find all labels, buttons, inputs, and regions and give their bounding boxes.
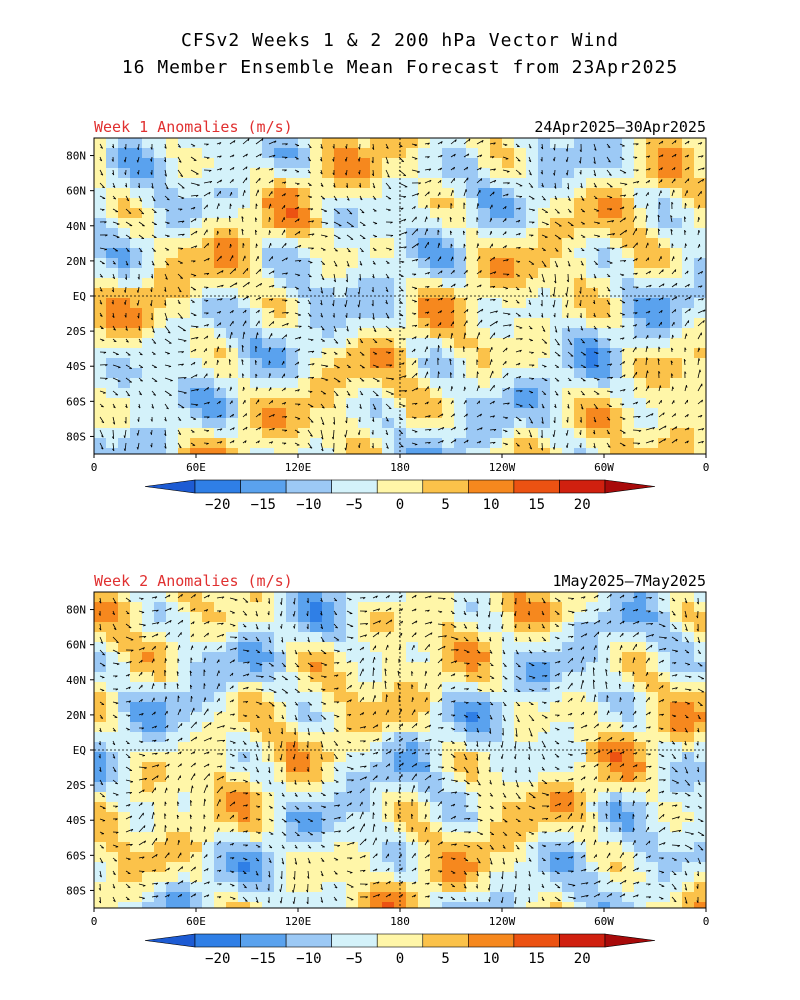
colorbar-segment (468, 933, 515, 948)
chart-subtitle: 16 Member Ensemble Mean Forecast from 23… (121, 57, 679, 78)
colorbar-label: 20 (574, 951, 591, 967)
lat-tick-label: EQ (73, 290, 86, 303)
lon-tick-label: 120E (285, 915, 312, 928)
lon-tick-label: 0 (91, 915, 98, 928)
colorbar-segment (331, 933, 378, 948)
map-panel-2: 80N 60N 40N 20N EQ 20S 40S 60S 80S 0 60E 120E 180 120… (66, 591, 710, 967)
lon-tick-label: 0 (703, 461, 710, 474)
colorbar-label: 5 (441, 951, 449, 967)
map-panel-1: 80N 60N 40N 20N EQ 20S 40S 60S 80S 0 60E 120E 180 120… (66, 137, 710, 513)
lat-tick-label: 20N (66, 255, 86, 268)
colorbar-label: 15 (528, 951, 545, 967)
colorbar-segment (285, 933, 332, 948)
lon-tick-label: 0 (703, 915, 710, 928)
colorbar-label: −10 (296, 497, 321, 513)
colorbar-label: 10 (483, 497, 500, 513)
lat-tick-label: 80N (66, 150, 86, 163)
colorbar-segment (422, 933, 469, 948)
colorbar-label: 5 (441, 497, 449, 513)
colorbar-label: −15 (251, 951, 276, 967)
lon-tick-label: 120W (489, 915, 516, 928)
colorbar-segment (513, 933, 560, 948)
colorbar-label: −15 (251, 497, 276, 513)
lat-tick-label: 80N (66, 604, 86, 617)
week1-panel-title: Week 1 Anomalies (m/s) (94, 118, 293, 136)
colorbar-label: −5 (346, 951, 363, 967)
colorbar-label: 15 (528, 497, 545, 513)
colorbar-label: 0 (396, 497, 404, 513)
lat-tick-label: 60S (66, 849, 86, 862)
colorbar-label: −5 (346, 497, 363, 513)
week2-panel-title: Week 2 Anomalies (m/s) (94, 572, 293, 590)
week1-date-range: 24Apr2025—30Apr2025 (534, 118, 706, 136)
colorbar-label: 20 (574, 497, 591, 513)
colorbar-label: −10 (296, 951, 321, 967)
lon-tick-label: 0 (91, 461, 98, 474)
chart-title: CFSv2 Weeks 1 & 2 200 hPa Vector Wind (181, 30, 619, 51)
lat-tick-label: 80S (66, 884, 86, 897)
lat-tick-label: EQ (73, 744, 86, 757)
lat-tick-label: 60N (66, 639, 86, 652)
lat-tick-label: 40N (66, 674, 86, 687)
lat-tick-label: 20S (66, 779, 86, 792)
lat-tick-label: 40S (66, 360, 86, 373)
lat-tick-label: 40N (66, 220, 86, 233)
week2-date-range: 1May2025—7May2025 (552, 572, 706, 590)
colorbar: −20 −15 −10 −5 0 5 10 15 20 (144, 933, 656, 967)
colorbar-segment (376, 933, 424, 948)
lat-tick-label: 20N (66, 709, 86, 722)
colorbar-segment (194, 933, 241, 948)
lon-tick-label: 60W (594, 915, 614, 928)
colorbar-segment (559, 933, 606, 948)
lat-tick-label: 80S (66, 430, 86, 443)
colorbar-label: −20 (205, 497, 230, 513)
colorbar: −20 −15 −10 −5 0 5 10 15 20 (144, 479, 656, 513)
lon-tick-label: 60E (186, 915, 206, 928)
lon-tick-label: 60W (594, 461, 614, 474)
colorbar-label: −20 (205, 951, 230, 967)
lon-tick-label: 180 (390, 915, 410, 928)
lat-tick-label: 40S (66, 814, 86, 827)
lon-tick-label: 120W (489, 461, 516, 474)
colorbar-segment (240, 933, 287, 948)
week1-wind-map: 80N 60N 40N 20N EQ 20S 40S 60S 80S 0 60E 120E 180 120… (66, 137, 710, 513)
colorbar-label: 0 (396, 951, 404, 967)
lat-tick-label: 20S (66, 325, 86, 338)
colorbar-label: 10 (483, 951, 500, 967)
lat-tick-label: 60S (66, 395, 86, 408)
lat-tick-label: 60N (66, 185, 86, 198)
lon-tick-label: 120E (285, 461, 312, 474)
lon-tick-label: 60E (186, 461, 206, 474)
lon-tick-label: 180 (390, 461, 410, 474)
